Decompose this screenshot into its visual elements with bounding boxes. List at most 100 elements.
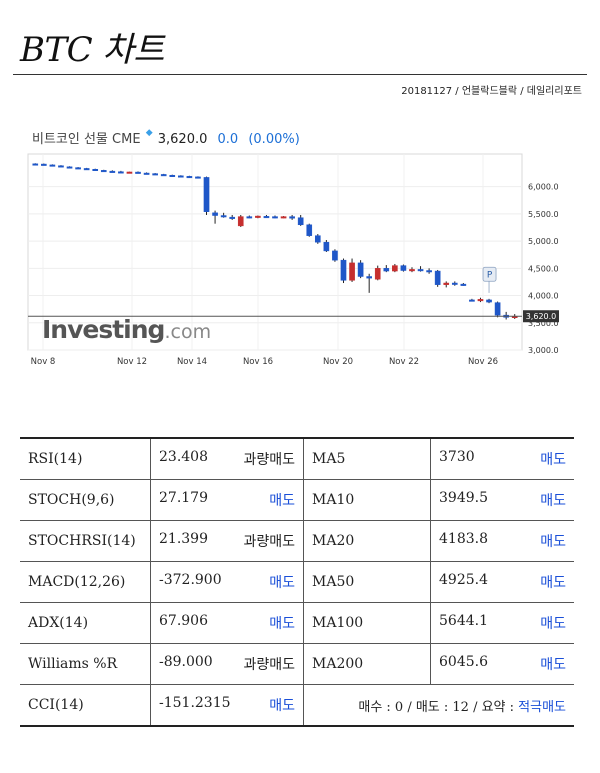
- table-row: MACD(12,26) -372.900 매도 MA50 4925.4 매도: [20, 561, 574, 603]
- ma-name: MA5: [303, 437, 431, 480]
- indicator-signal: 과량매도: [243, 452, 295, 468]
- indicator-cell: 23.408 과량매도: [150, 437, 304, 480]
- candle-body: [289, 216, 295, 219]
- ma-cell: 4925.4 매도: [430, 561, 574, 603]
- candle-body: [469, 299, 475, 302]
- ma-signal: 매도: [540, 616, 566, 632]
- indicator-cell: -151.2315 매도: [150, 684, 304, 727]
- candle-body: [314, 235, 321, 243]
- table-row: STOCH(9,6) 27.179 매도 MA10 3949.5 매도: [20, 479, 574, 521]
- candle-body: [349, 262, 355, 281]
- candle-body: [186, 176, 193, 179]
- ma-name: MA20: [303, 520, 431, 562]
- candle-body: [203, 177, 210, 212]
- candle-body: [323, 241, 330, 252]
- ma-name: MA200: [303, 643, 431, 685]
- ma-signal: 매도: [540, 657, 566, 673]
- price-change-pct: (0.00%): [248, 132, 300, 147]
- indicator-signal: 매도: [269, 698, 295, 714]
- candle-body: [75, 167, 81, 170]
- indicator-signal: 매도: [269, 616, 295, 632]
- candle-body: [92, 168, 99, 171]
- candle-body: [486, 299, 492, 303]
- indicator-name: ADX(14): [20, 602, 151, 644]
- candle-body: [443, 282, 450, 285]
- x-tick-label: Nov 20: [323, 357, 353, 367]
- ma-signal: 매도: [540, 452, 566, 468]
- candle-body: [451, 282, 458, 285]
- indicator-name: STOCHRSI(14): [20, 520, 151, 562]
- candle-body: [100, 170, 107, 173]
- candle-body: [212, 212, 218, 216]
- marker-label: P: [487, 271, 493, 281]
- y-tick-label: 3,500.0: [528, 319, 559, 328]
- ma-name: MA100: [303, 602, 431, 644]
- price-change: 0.0: [217, 132, 239, 147]
- candle-body: [41, 163, 47, 166]
- x-tick-label: Nov 16: [243, 357, 273, 367]
- table-row: Williams %R -89.000 과량매도 MA200 6045.6 매도: [20, 643, 574, 685]
- candle-body: [426, 270, 432, 273]
- indicator-value: -89.000: [159, 654, 213, 670]
- x-tick-label: Nov 14: [177, 357, 207, 367]
- candle-body: [118, 171, 124, 174]
- candle-body: [366, 276, 372, 279]
- candle-body: [126, 171, 133, 174]
- ma-cell: 6045.6 매도: [430, 643, 574, 685]
- indicator-cell: 21.399 과량매도: [150, 520, 304, 562]
- candle-body: [152, 173, 158, 176]
- ma-signal: 매도: [540, 575, 566, 591]
- indicator-name: CCI(14): [20, 684, 151, 727]
- x-tick-label: Nov 12: [117, 357, 147, 367]
- last-price: 3,620.0: [157, 132, 208, 147]
- ma-name: MA10: [303, 479, 431, 521]
- y-tick-label: 4,000.0: [528, 292, 559, 301]
- summary-text: 매수 : 0 / 매도 : 12 / 요약 :: [358, 699, 519, 715]
- table-row: ADX(14) 67.906 매도 MA100 5644.1 매도: [20, 602, 574, 644]
- candle-body: [332, 250, 338, 261]
- y-tick-label: 6,000.0: [528, 183, 559, 192]
- candle-body: [160, 174, 167, 177]
- candle-body: [49, 164, 56, 167]
- indicator-cell: -89.000 과량매도: [150, 643, 304, 685]
- chart-panel: 비트코인 선물 CME ◆ 3,620.0 0.0 (0.00%) 6,000.…: [20, 120, 580, 385]
- indicator-signal: 매도: [269, 575, 295, 591]
- candle-body: [280, 216, 287, 219]
- indicator-table: RSI(14) 23.408 과량매도 MA5 3730 매도 STOCH(9,…: [20, 437, 574, 727]
- x-tick-label: Nov 8: [31, 357, 56, 367]
- candle-body: [357, 262, 364, 277]
- y-tick-label: 5,500.0: [528, 210, 559, 219]
- indicator-signal: 과량매도: [243, 534, 295, 550]
- candle-body: [246, 216, 253, 219]
- ma-cell: 3730 매도: [430, 437, 574, 480]
- summary-signal: 적극매도: [518, 699, 566, 715]
- candle-body: [263, 216, 270, 219]
- candlestick-chart: 6,000.0 5,500.0 5,000.0 4,500.0 4,000.0 3,500…: [27, 153, 559, 367]
- candle-body: [392, 265, 398, 272]
- candle-body: [434, 270, 441, 285]
- x-tick-label: Nov 22: [389, 357, 419, 367]
- y-tick-label: 4,500.0: [528, 264, 559, 273]
- candle-body: [229, 216, 236, 219]
- indicator-cell: 67.906 매도: [150, 602, 304, 644]
- indicator-cell: -372.900 매도: [150, 561, 304, 603]
- page-title: BTC 차트: [20, 30, 165, 70]
- candle-body: [178, 175, 184, 178]
- candle-body: [494, 302, 501, 316]
- candle-body: [297, 217, 304, 226]
- indicator-value: -372.900: [159, 572, 222, 588]
- candle-body: [460, 283, 467, 286]
- table-row: RSI(14) 23.408 과량매도 MA5 3730 매도: [20, 437, 574, 480]
- ma-cell: 4183.8 매도: [430, 520, 574, 562]
- last-price-tag-label: 3,620.0: [526, 312, 557, 321]
- investing-watermark: Investing.com: [42, 315, 212, 344]
- table-row: STOCHRSI(14) 21.399 과량매도 MA20 4183.8 매도: [20, 520, 574, 562]
- indicator-name: MACD(12,26): [20, 561, 151, 603]
- ma-name: MA50: [303, 561, 431, 603]
- candle-body: [58, 165, 64, 168]
- candle-body: [169, 174, 176, 177]
- candle-body: [340, 259, 347, 281]
- indicator-value: 27.179: [159, 490, 208, 506]
- ma-cell: 3949.5 매도: [430, 479, 574, 521]
- y-tick-label: 5,000.0: [528, 237, 559, 246]
